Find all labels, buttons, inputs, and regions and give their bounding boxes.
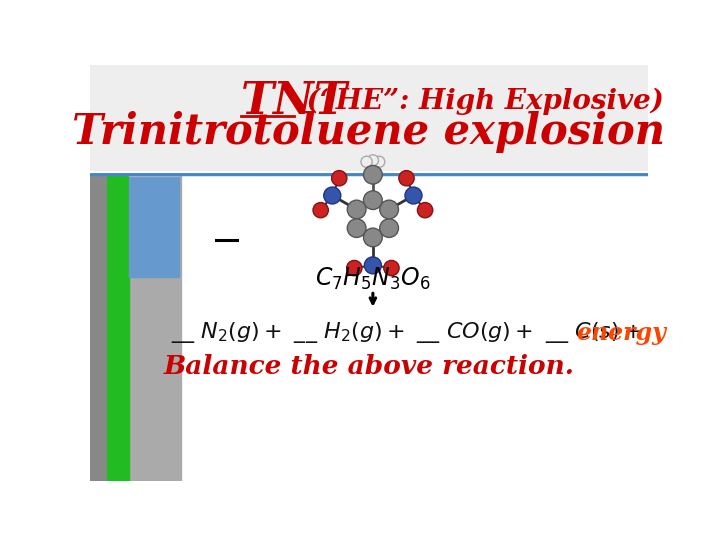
- Circle shape: [379, 200, 398, 219]
- Text: $\mathit{\_\_ \ N_2(g) + \ \_\_ \ H_2(g) + \ \_\_ \ CO(g) + \ \_\_ \ C(s) + }$: $\mathit{\_\_ \ N_2(g) + \ \_\_ \ H_2(g)…: [171, 320, 642, 345]
- Bar: [107, 65, 129, 481]
- Bar: [90, 65, 107, 481]
- Circle shape: [364, 228, 382, 247]
- Text: (“HE”: High Explosive): (“HE”: High Explosive): [297, 88, 664, 116]
- Bar: [129, 177, 179, 276]
- Text: TNT: TNT: [241, 80, 348, 123]
- Circle shape: [346, 260, 362, 275]
- Circle shape: [332, 171, 347, 186]
- Circle shape: [364, 165, 382, 184]
- Circle shape: [364, 257, 382, 274]
- Circle shape: [367, 155, 379, 166]
- Text: Balance the above reaction.: Balance the above reaction.: [163, 354, 575, 379]
- Circle shape: [313, 202, 328, 218]
- Circle shape: [361, 156, 372, 167]
- Text: energy: energy: [576, 321, 666, 345]
- Circle shape: [374, 156, 384, 167]
- Circle shape: [418, 202, 433, 218]
- Text: Trinitrotoluene explosion: Trinitrotoluene explosion: [73, 111, 665, 153]
- Text: $\mathit{C_7H_5N_3O_6}$: $\mathit{C_7H_5N_3O_6}$: [315, 266, 431, 292]
- Bar: [107, 65, 181, 481]
- Circle shape: [379, 219, 398, 238]
- Circle shape: [347, 200, 366, 219]
- Circle shape: [324, 187, 341, 204]
- Circle shape: [364, 191, 382, 210]
- Bar: [129, 65, 179, 177]
- Circle shape: [405, 187, 422, 204]
- Bar: [90, 65, 648, 173]
- Circle shape: [399, 171, 414, 186]
- Circle shape: [347, 219, 366, 238]
- Circle shape: [384, 260, 399, 275]
